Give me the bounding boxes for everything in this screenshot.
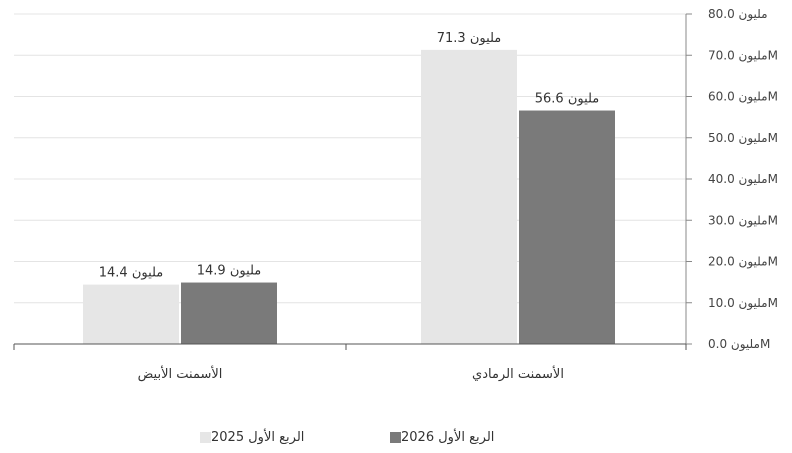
y-tick-label: مليون 0.0M bbox=[708, 337, 770, 352]
legend-label-2026: الربع الأول 2026 bbox=[401, 430, 495, 445]
y-tick-label: مليون 50.0M bbox=[708, 131, 778, 146]
bar-value-label: 14.4 مليون bbox=[99, 266, 164, 281]
y-tick-label: مليون 20.0M bbox=[708, 255, 778, 270]
bar bbox=[83, 284, 179, 344]
y-tick-label: مليون 40.0M bbox=[708, 172, 778, 187]
bar-value-label: 14.9 مليون bbox=[197, 264, 262, 279]
legend-label-2025: الربع الأول 2025 bbox=[211, 430, 305, 445]
y-tick-label: مليون 60.0M bbox=[708, 90, 778, 105]
bar-value-label: 71.3 مليون bbox=[437, 31, 502, 46]
y-tick-label: مليون 30.0M bbox=[708, 213, 778, 228]
legend-swatch-2026 bbox=[390, 432, 401, 443]
category-label: الأسمنت الرمادي bbox=[472, 365, 564, 382]
bar bbox=[519, 110, 615, 345]
legend-item-2025[interactable]: الربع الأول 2025 bbox=[193, 430, 304, 445]
legend-item-2026[interactable]: الربع الأول 2026 bbox=[383, 430, 494, 445]
gridlines bbox=[14, 13, 686, 304]
bars bbox=[83, 49, 615, 345]
bar-labels: 14.4 مليون 14.9 مليون 71.3 مليون 56.6 مليون bbox=[99, 31, 600, 281]
y-tick-label: مليون 70.0M bbox=[708, 48, 778, 63]
x-axis: الأسمنت الأبيض الأسمنت الرمادي bbox=[13, 343, 687, 382]
bar bbox=[181, 282, 277, 344]
legend-swatch-2025 bbox=[200, 432, 211, 443]
y-axis: مليون 0.0M مليون 10.0M مليون 20.0M مليون 30… bbox=[685, 7, 778, 352]
bar bbox=[421, 49, 517, 344]
y-tick-label: مليون 80.0 bbox=[708, 7, 768, 22]
bar-value-label: 56.6 مليون bbox=[535, 92, 600, 107]
y-tick-label: مليون 10.0M bbox=[708, 296, 778, 311]
category-label: الأسمنت الأبيض bbox=[138, 365, 223, 382]
